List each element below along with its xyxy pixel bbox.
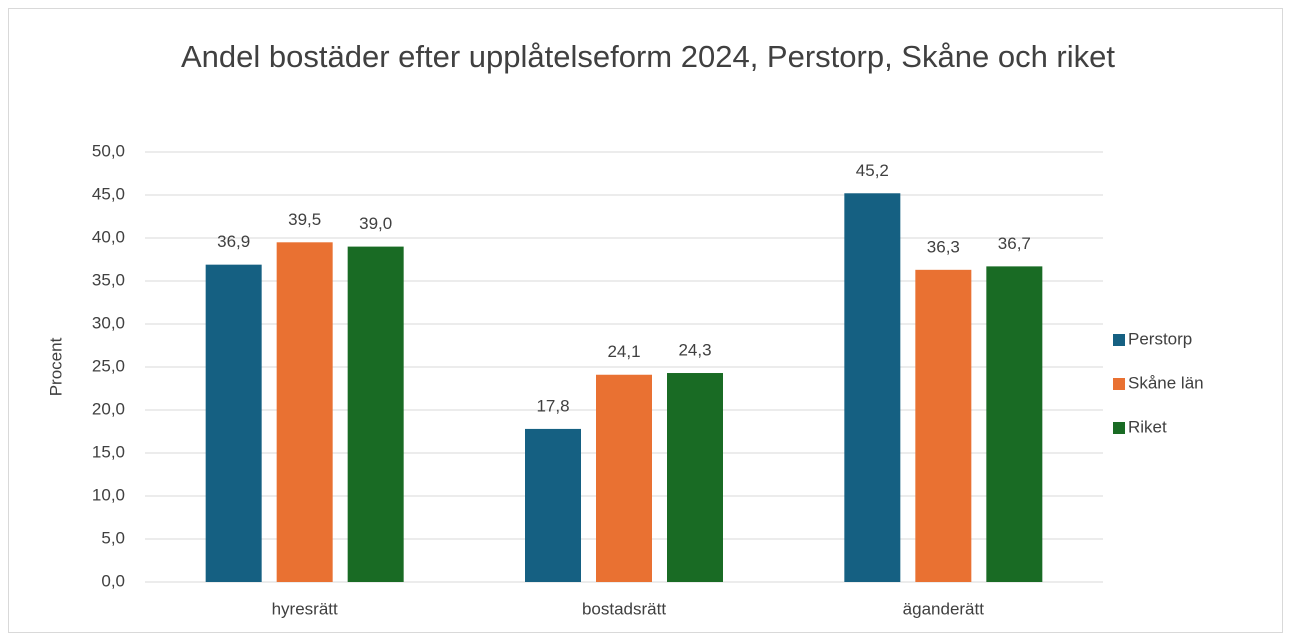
data-label: 24,3 [678, 341, 711, 360]
data-label: 45,2 [856, 161, 889, 180]
bar [276, 242, 333, 583]
bar [596, 374, 652, 582]
bar [347, 246, 404, 582]
data-label: 39,0 [359, 214, 392, 233]
data-label: 24,1 [607, 342, 640, 361]
y-tick-label: 50,0 [92, 141, 125, 160]
x-tick-label: äganderätt [903, 599, 985, 618]
legend-swatch [1113, 334, 1125, 346]
x-tick-label: hyresrätt [272, 599, 338, 618]
bar [525, 428, 581, 582]
legend-label: Riket [1128, 417, 1167, 436]
y-axis-label: Procent [46, 337, 65, 396]
y-tick-label: 15,0 [92, 442, 125, 461]
legend-label: Skåne län [1128, 373, 1204, 392]
y-tick-label: 0,0 [101, 571, 125, 590]
legend-swatch [1113, 422, 1125, 434]
legend-swatch [1113, 378, 1125, 390]
data-label: 36,9 [217, 232, 250, 251]
bar [986, 266, 1043, 582]
x-tick-label: bostadsrätt [582, 599, 666, 618]
y-tick-label: 25,0 [92, 356, 125, 375]
chart-title: Andel bostäder efter upplåtelseform 2024… [181, 39, 1115, 74]
bar [844, 193, 901, 582]
y-tick-label: 45,0 [92, 184, 125, 203]
y-tick-label: 30,0 [92, 313, 125, 332]
bar [915, 269, 972, 582]
bar [667, 373, 723, 582]
y-tick-label: 10,0 [92, 485, 125, 504]
data-label: 36,7 [998, 234, 1031, 253]
data-label: 36,3 [927, 237, 960, 256]
bar [205, 264, 262, 582]
data-label: 17,8 [536, 396, 569, 415]
legend-label: Perstorp [1128, 329, 1192, 348]
y-tick-label: 40,0 [92, 227, 125, 246]
y-tick-label: 35,0 [92, 270, 125, 289]
y-tick-label: 20,0 [92, 399, 125, 418]
y-tick-label: 5,0 [101, 528, 125, 547]
data-label: 39,5 [288, 210, 321, 229]
